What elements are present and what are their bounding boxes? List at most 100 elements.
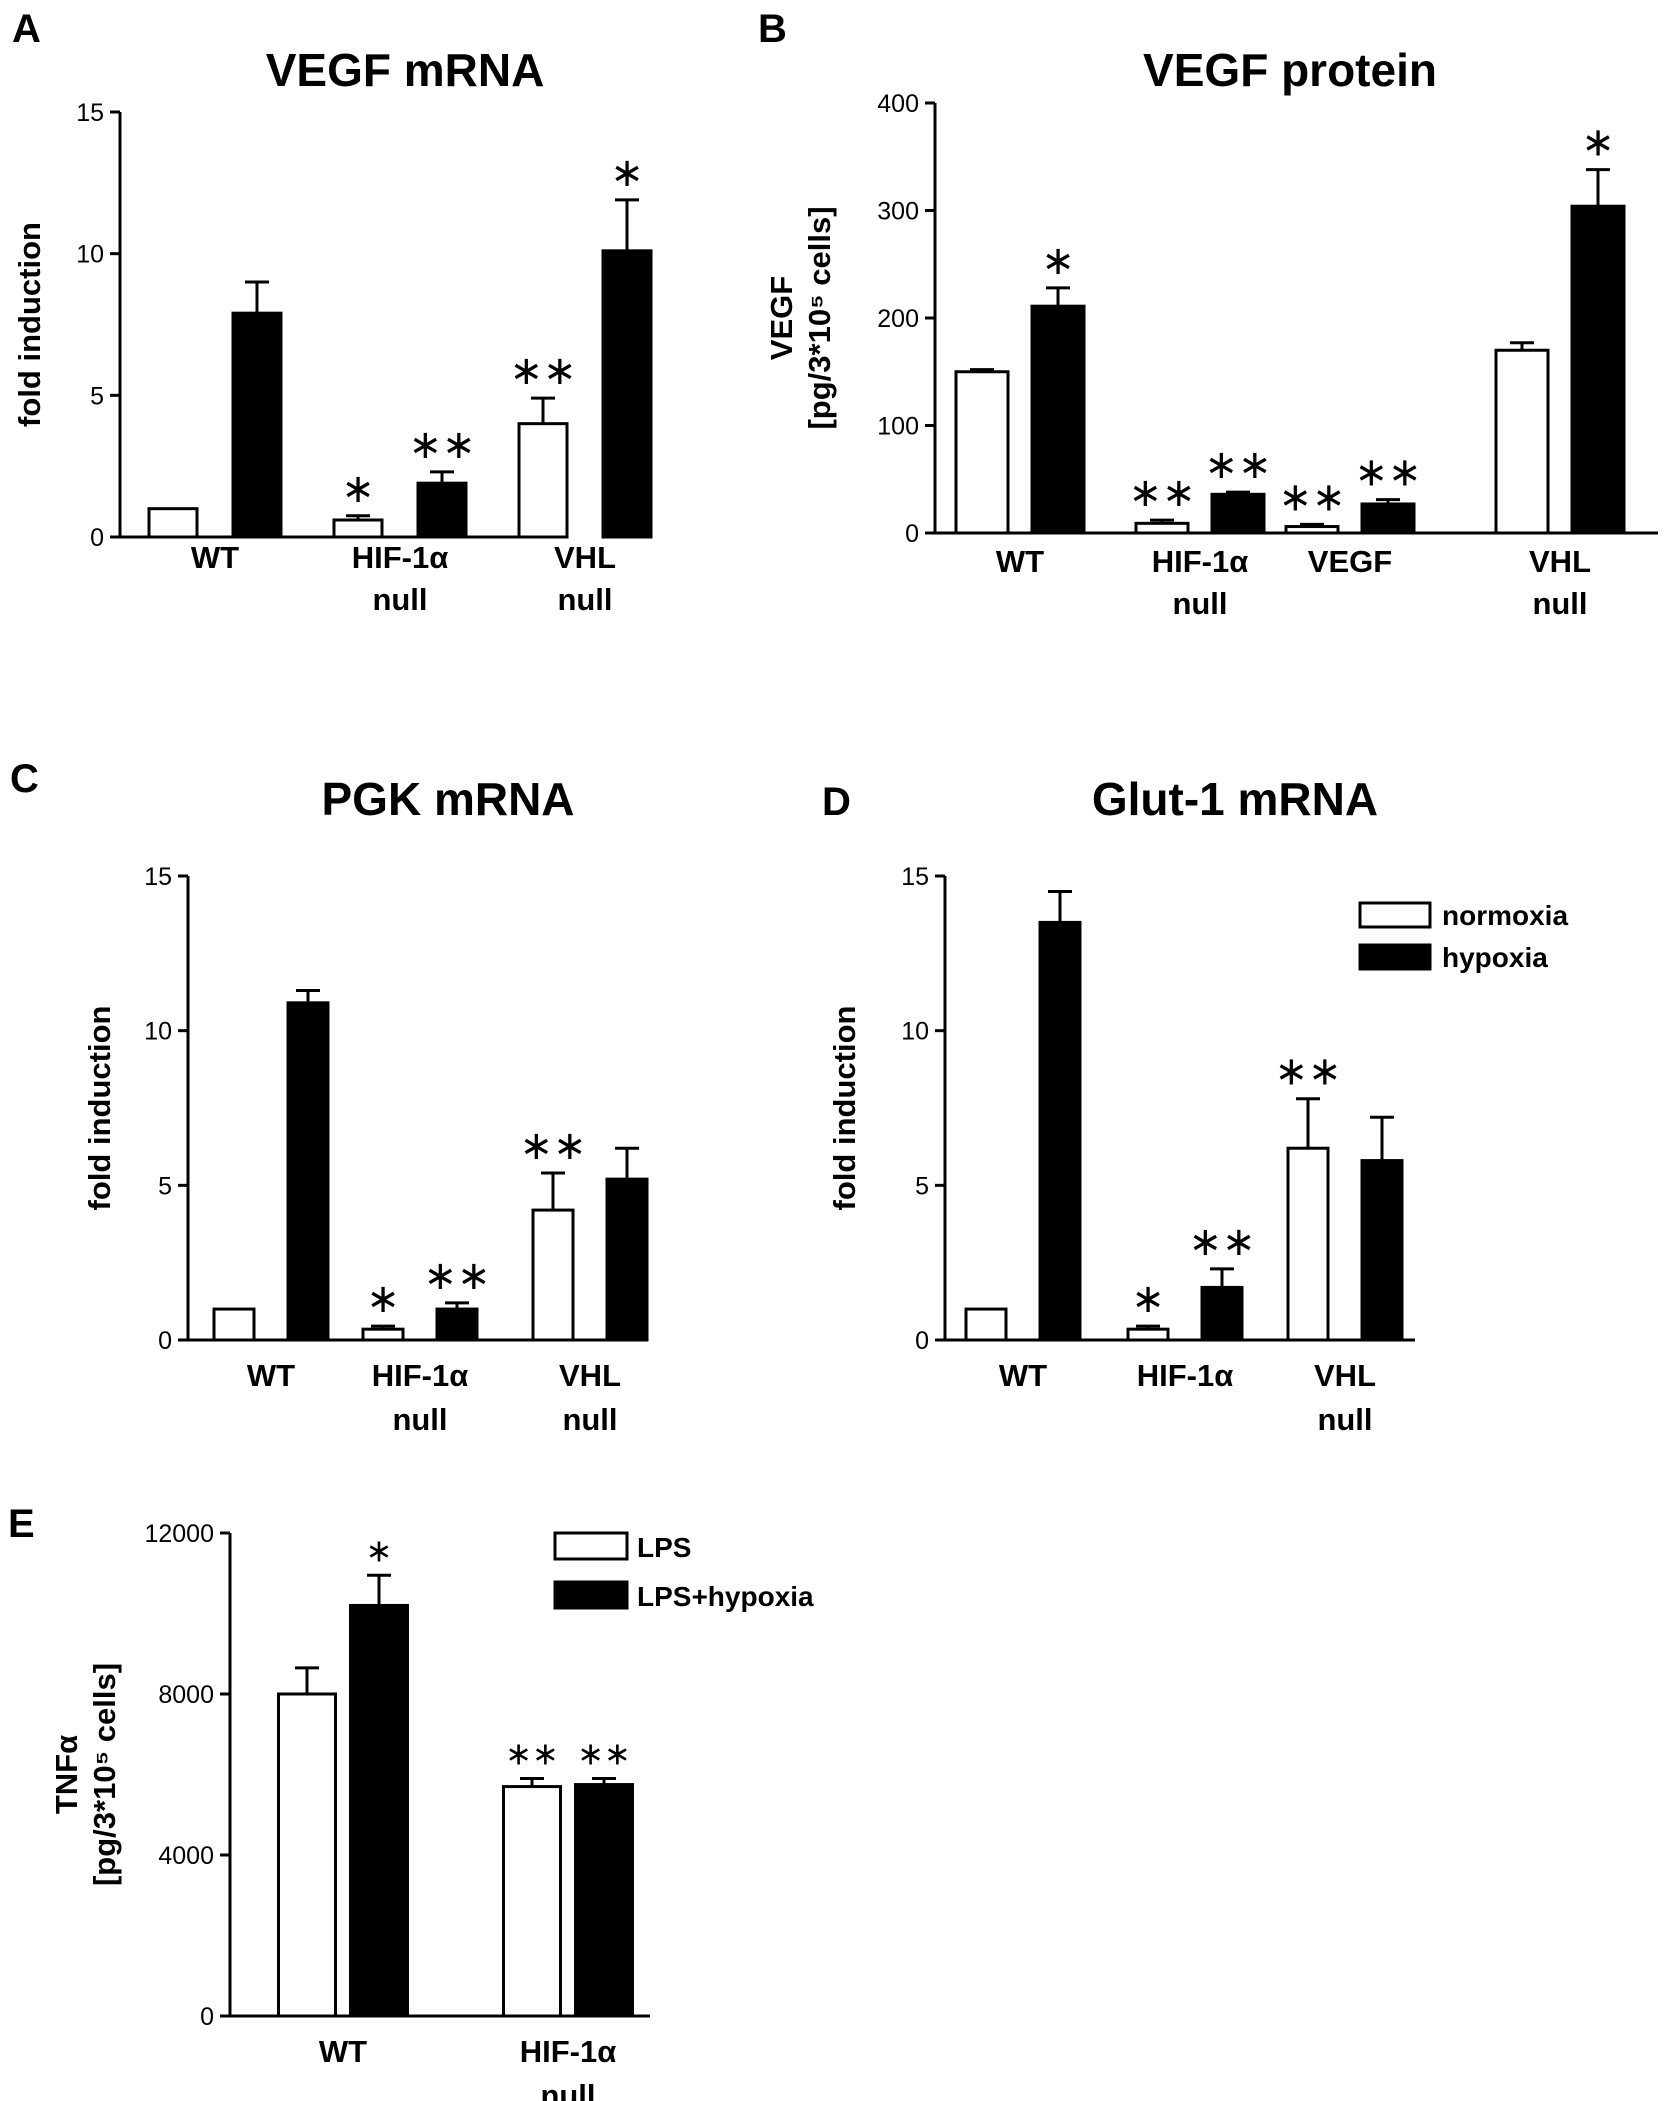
y-axis-label: fold induction — [12, 222, 47, 427]
significance-label: ∗ — [610, 151, 644, 195]
y-tick-label: 12000 — [144, 1520, 214, 1548]
bar — [1360, 502, 1416, 535]
legend-swatch — [1358, 943, 1432, 971]
x-tick-label: VHL — [1314, 1358, 1376, 1393]
bar — [517, 422, 569, 539]
x-tick-label: VHL — [559, 1358, 621, 1393]
legend-swatch — [553, 1580, 629, 1610]
significance-label: ∗∗ — [1278, 475, 1345, 519]
panel-letter: A — [12, 7, 41, 51]
bar — [601, 249, 653, 539]
bar — [332, 518, 384, 539]
significance-label: ∗∗ — [1188, 1220, 1255, 1264]
bar — [605, 1177, 649, 1342]
y-tick-label: 15 — [76, 99, 104, 127]
panel-letter: C — [10, 757, 39, 801]
y-axis-label: TNFα[pg/3*10⁵ cells] — [49, 1663, 122, 1886]
x-tick-label: VEGF — [1308, 544, 1392, 579]
y-tick-label: 5 — [915, 1172, 929, 1200]
legend-label: hypoxia — [1442, 942, 1548, 973]
chart-title: VEGF protein — [1143, 44, 1437, 96]
significance-label: ∗ — [366, 1277, 400, 1321]
bar — [502, 1785, 562, 2018]
y-tick-label: 300 — [877, 198, 919, 226]
y-tick-label: 5 — [90, 382, 104, 410]
panel-letter: D — [822, 780, 851, 824]
x-tick-label: HIF-1α — [1152, 544, 1249, 579]
significance-label: ∗∗ — [1354, 451, 1421, 495]
y-axis-label: fold induction — [827, 1006, 862, 1211]
y-tick-label: 15 — [144, 863, 172, 891]
significance-label: ∗ — [1041, 239, 1075, 283]
bar — [416, 481, 468, 539]
bar — [212, 1307, 256, 1342]
x-tick-label: null — [1317, 1402, 1372, 1437]
significance-label: ∗ — [366, 1532, 393, 1568]
bar — [286, 1001, 330, 1342]
x-tick-label: null — [562, 1402, 617, 1437]
x-tick-label: null — [1532, 586, 1587, 621]
y-tick-label: 100 — [877, 413, 919, 441]
x-tick-label: HIF-1α — [372, 1358, 469, 1393]
bar — [1494, 348, 1550, 535]
x-tick-label: HIF-1α — [520, 2034, 617, 2069]
y-tick-label: 10 — [901, 1018, 929, 1046]
bar — [574, 1783, 634, 2018]
bar — [1126, 1327, 1170, 1342]
y-tick-label: 4000 — [158, 1842, 214, 1870]
significance-label: ∗∗ — [505, 1736, 559, 1772]
bar — [1200, 1285, 1244, 1342]
bar — [435, 1307, 479, 1342]
panel-letter: B — [758, 7, 787, 51]
x-tick-label: VHL — [1529, 544, 1591, 579]
y-tick-label: 10 — [144, 1018, 172, 1046]
y-tick-label: 400 — [877, 90, 919, 118]
bar — [1286, 1146, 1330, 1342]
significance-label: ∗∗ — [423, 1254, 490, 1298]
y-tick-label: 15 — [901, 863, 929, 891]
significance-label: ∗ — [341, 467, 375, 511]
chart-title: Glut-1 mRNA — [1092, 773, 1378, 825]
x-tick-label: WT — [996, 544, 1044, 579]
x-tick-label: null — [540, 2078, 595, 2101]
y-axis-label-line: VEGF — [764, 276, 799, 360]
significance-label: ∗∗ — [519, 1124, 586, 1168]
x-tick-label: null — [392, 1402, 447, 1437]
chart-title: PGK mRNA — [321, 773, 574, 825]
significance-label: ∗∗ — [1204, 443, 1271, 487]
y-tick-label: 0 — [158, 1327, 172, 1355]
y-tick-label: 5 — [158, 1172, 172, 1200]
legend-label: normoxia — [1442, 900, 1568, 931]
y-axis-label: VEGF[pg/3*10⁵ cells] — [764, 206, 837, 429]
bar — [361, 1327, 405, 1342]
bar — [231, 311, 283, 539]
y-axis-label-line: [pg/3*10⁵ cells] — [87, 1663, 122, 1886]
significance-label: ∗∗ — [1128, 471, 1195, 515]
y-axis-label-line: fold induction — [12, 222, 47, 427]
x-tick-label: VHL — [554, 540, 616, 575]
legend-swatch — [1358, 901, 1432, 929]
bar — [1134, 521, 1190, 535]
x-tick-label: WT — [319, 2034, 367, 2069]
bar — [277, 1692, 337, 2018]
y-tick-label: 0 — [90, 524, 104, 552]
y-axis-label-line: fold induction — [827, 1006, 862, 1211]
bar — [147, 507, 199, 539]
x-tick-label: WT — [247, 1358, 295, 1393]
y-axis-label: fold induction — [82, 1006, 117, 1211]
bar — [349, 1603, 409, 2018]
significance-label: ∗∗ — [577, 1736, 631, 1772]
x-tick-label: WT — [191, 540, 239, 575]
y-axis-label-line: TNFα — [49, 1735, 84, 1814]
y-tick-label: 200 — [877, 305, 919, 333]
bar — [531, 1208, 575, 1342]
significance-label: ∗∗ — [408, 423, 475, 467]
significance-label: ∗∗ — [1274, 1050, 1341, 1094]
y-tick-label: 0 — [915, 1327, 929, 1355]
y-axis-label-line: [pg/3*10⁵ cells] — [802, 206, 837, 429]
bar — [1210, 492, 1266, 535]
